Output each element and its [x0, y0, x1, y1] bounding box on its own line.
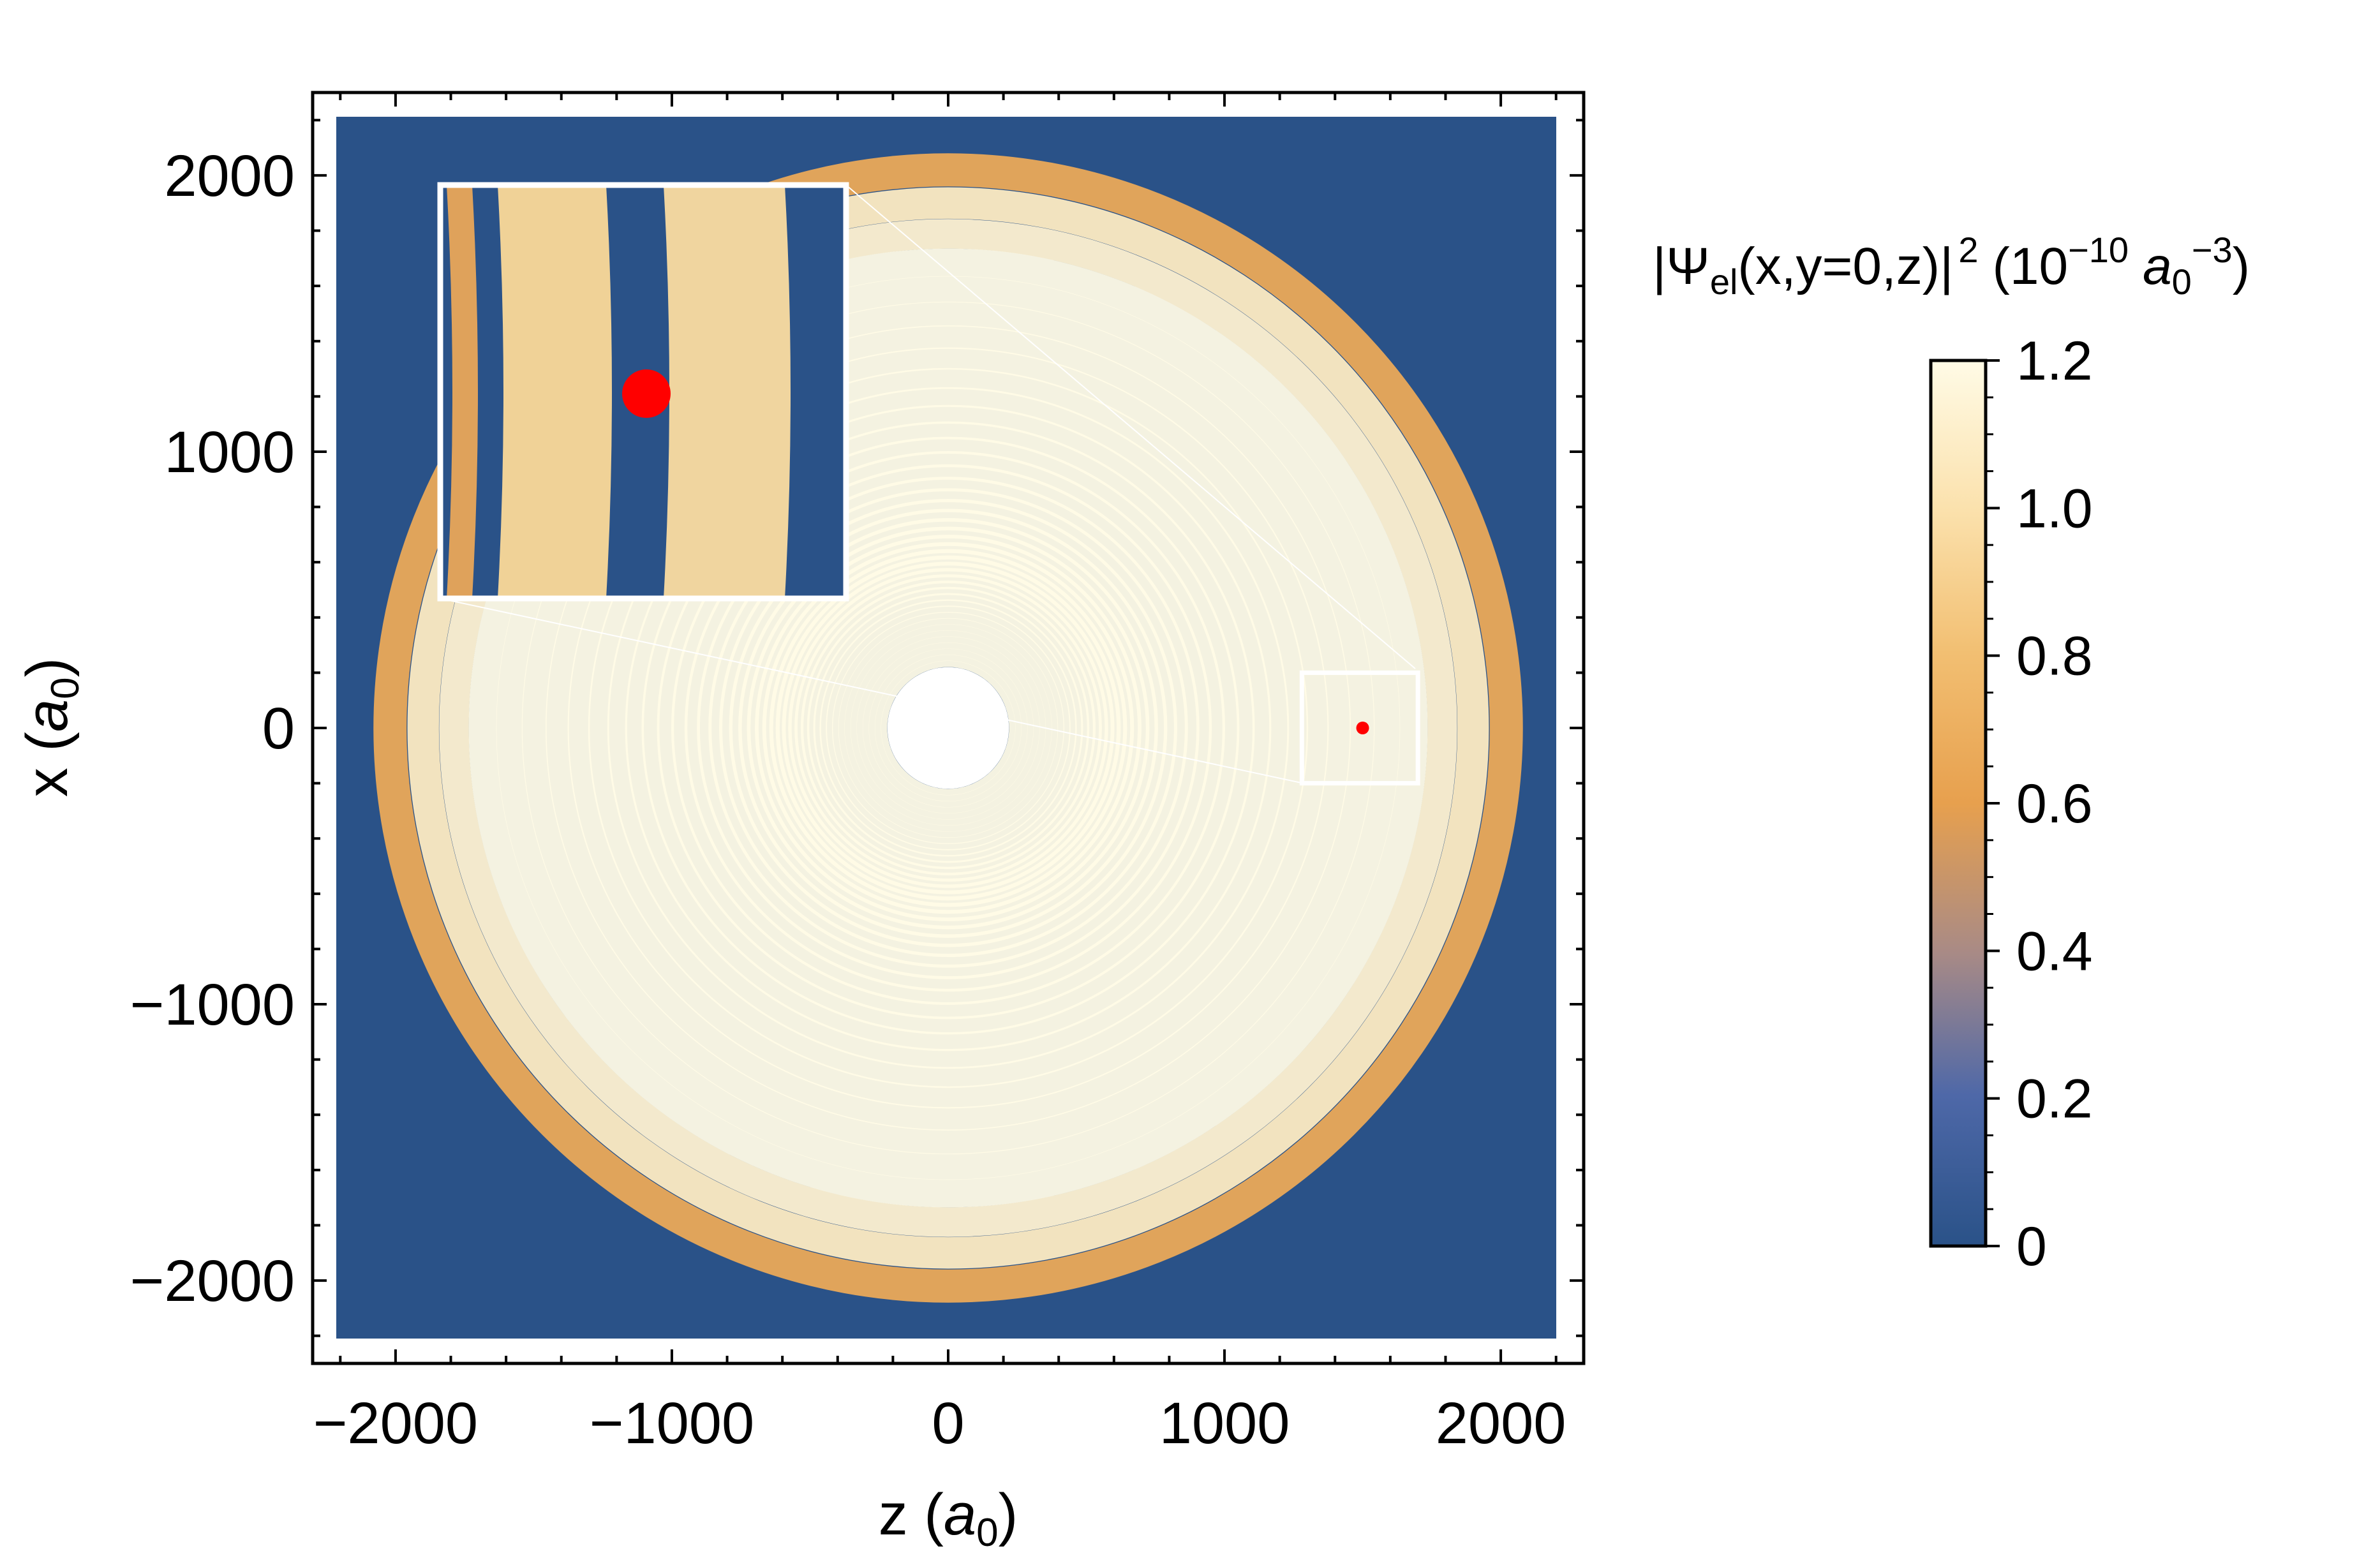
density-ring [862, 642, 1034, 814]
density-ring [496, 276, 1401, 1180]
density-ring [826, 605, 1071, 850]
y-tick-label: 2000 [164, 144, 295, 209]
density-ring [831, 611, 1065, 845]
density-ring [729, 508, 1168, 947]
density-ring [813, 593, 1083, 863]
y-tick-label: −1000 [130, 972, 295, 1037]
colorbar-tick-label: 1.0 [2016, 478, 2093, 539]
x-axis-title: z (a0) [879, 1482, 1018, 1551]
y-tick-labels: −2000 −1000 0 1000 2000 [130, 144, 295, 1314]
density-ring [747, 526, 1150, 930]
density-ring [588, 367, 1309, 1088]
colorbar-title: |Ψel(x,y=0,z)| 2 (10−10 a0−3) [1653, 230, 2250, 302]
density-ring [807, 586, 1090, 870]
density-ring [819, 599, 1077, 857]
density-ring [881, 660, 1016, 796]
x-tick-label: 0 [932, 1391, 964, 1456]
density-ring [708, 488, 1188, 968]
density-ring [697, 477, 1200, 979]
density-ring [671, 450, 1226, 1006]
density-ring [769, 549, 1127, 907]
density-ring [755, 535, 1142, 921]
density-ring [607, 387, 1290, 1069]
x-tick-label: 2000 [1436, 1391, 1566, 1456]
density-ring [762, 542, 1134, 914]
colorbar-tick-label: 0.2 [2016, 1069, 2093, 1130]
inset-stripes [447, 185, 791, 598]
colorbar-tick-label: 0.6 [2016, 773, 2093, 835]
density-ring [738, 518, 1158, 938]
colorbar-tick-label: 1.2 [2016, 330, 2093, 392]
density-ring [718, 498, 1178, 958]
inset-fringe [664, 185, 791, 598]
density-ring [782, 561, 1115, 894]
colorbar-tick-label: 0 [2016, 1216, 2047, 1277]
inset-border [437, 182, 849, 602]
connector-line-bottom [440, 598, 1305, 784]
inset-fringe [447, 185, 478, 598]
y-axis-title: x (a0) [15, 658, 87, 798]
density-ring [641, 421, 1255, 1035]
density-ring [567, 347, 1329, 1109]
density-ring [844, 624, 1052, 832]
density-ring [856, 636, 1040, 820]
connector-line-top [845, 184, 1416, 669]
colorbar [1929, 359, 1988, 1248]
density-ring [800, 580, 1096, 876]
density-ring [625, 404, 1272, 1051]
density-core [887, 667, 1009, 789]
colorbar-tick-label: 0.8 [2016, 626, 2093, 687]
density-ring [373, 153, 1523, 1303]
density-ring [794, 574, 1102, 882]
x-tick-labels: −2000 −1000 0 1000 2000 [313, 1391, 1566, 1456]
axis-ticks [313, 93, 1584, 1363]
density-ring [468, 248, 1428, 1208]
inset-fringe [498, 185, 612, 598]
colorbar-ticks: 0 0.2 0.4 0.6 0.8 1.0 1.2 [1986, 330, 2093, 1277]
zoom-box [1299, 670, 1420, 786]
y-tick-label: −2000 [130, 1249, 295, 1314]
density-ring [874, 654, 1022, 802]
density-ring [775, 555, 1121, 901]
density-ring [407, 187, 1489, 1269]
y-tick-label: 1000 [164, 420, 295, 485]
density-rings [373, 153, 1523, 1303]
x-tick-label: −1000 [590, 1391, 754, 1456]
x-tick-label: 1000 [1159, 1391, 1290, 1456]
y-tick-label: 0 [262, 696, 295, 761]
density-ring [788, 568, 1108, 888]
colorbar-tick-label: 0.4 [2016, 921, 2093, 982]
inset [437, 182, 849, 602]
density-ring [545, 325, 1351, 1131]
density-ring [657, 436, 1240, 1020]
density-ring [868, 648, 1028, 808]
marker-point [1356, 722, 1369, 734]
density-ring [684, 464, 1212, 992]
density-ring [439, 219, 1457, 1237]
x-tick-label: −2000 [313, 1391, 478, 1456]
density-ring [838, 618, 1059, 838]
inset-marker [622, 369, 671, 418]
